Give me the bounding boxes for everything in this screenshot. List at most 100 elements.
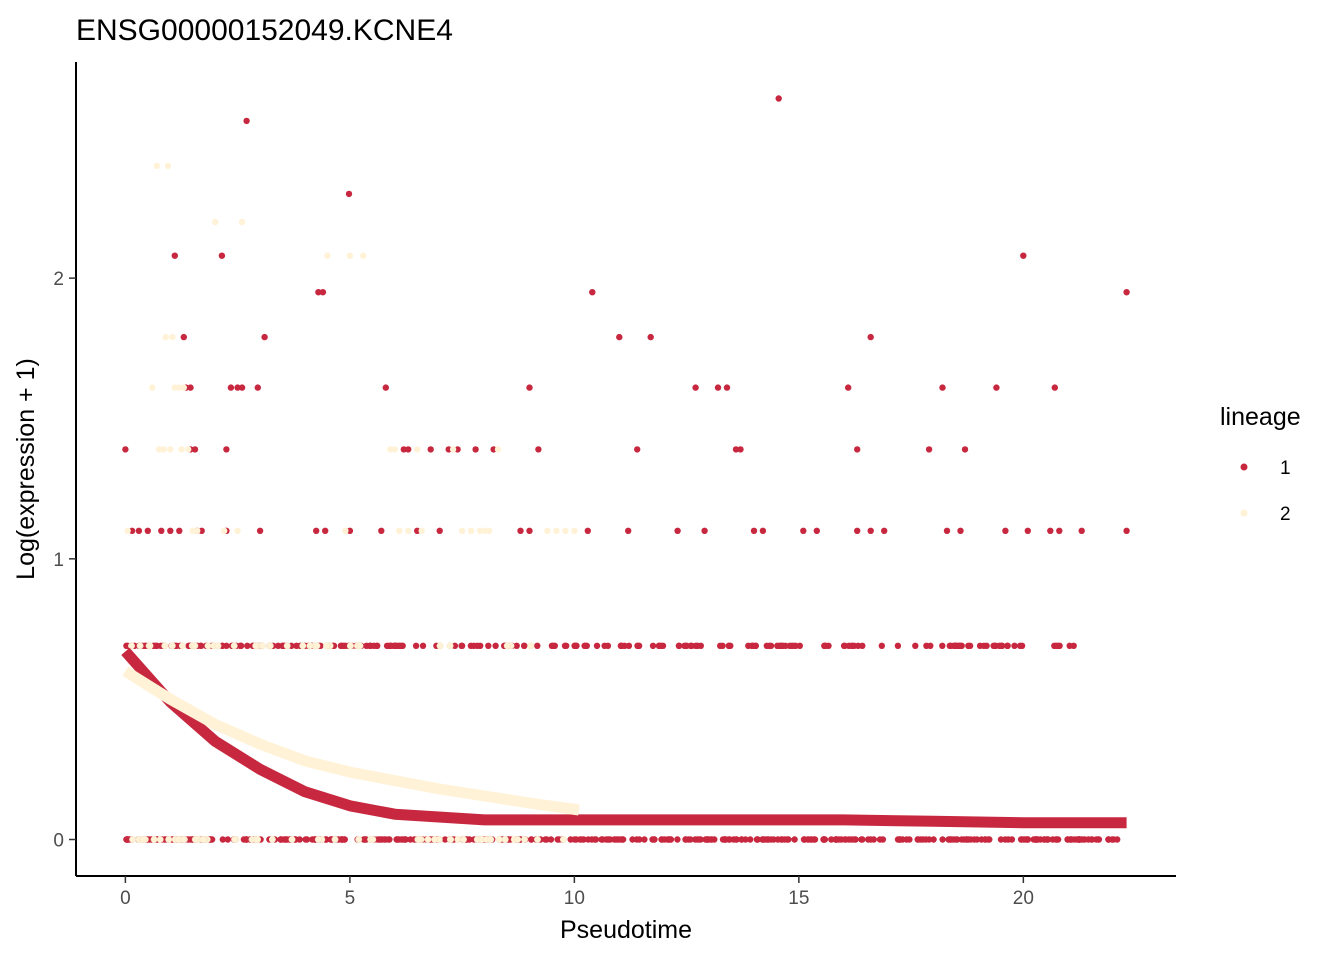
data-point bbox=[223, 446, 230, 453]
data-point bbox=[983, 642, 990, 649]
data-point bbox=[1051, 384, 1059, 391]
data-point bbox=[219, 836, 226, 843]
data-point bbox=[254, 384, 261, 391]
data-point bbox=[906, 836, 913, 843]
data-point bbox=[573, 836, 580, 843]
data-point bbox=[722, 836, 729, 843]
data-point bbox=[727, 642, 734, 649]
data-point bbox=[176, 527, 183, 534]
data-point bbox=[169, 333, 176, 341]
data-point bbox=[867, 333, 874, 341]
data-point bbox=[319, 289, 327, 296]
data-point bbox=[306, 642, 314, 650]
y-tick-label: 1 bbox=[53, 550, 64, 571]
data-point bbox=[419, 642, 427, 649]
data-point bbox=[234, 527, 241, 534]
legend-key-1 bbox=[1240, 463, 1248, 471]
legend-label-2: 2 bbox=[1280, 504, 1291, 525]
data-point bbox=[584, 527, 591, 534]
data-point bbox=[191, 836, 199, 843]
data-point bbox=[513, 642, 520, 649]
data-point bbox=[828, 836, 835, 843]
data-point bbox=[155, 446, 163, 453]
data-point bbox=[231, 836, 239, 843]
data-point bbox=[467, 527, 475, 534]
data-point bbox=[405, 527, 412, 534]
data-point bbox=[176, 384, 183, 391]
data-point bbox=[331, 836, 339, 843]
data-point bbox=[158, 527, 165, 534]
data-point bbox=[199, 836, 207, 843]
data-point bbox=[896, 836, 904, 843]
y-tick-label: 2 bbox=[53, 269, 64, 290]
data-point bbox=[314, 836, 322, 843]
data-point bbox=[369, 836, 377, 843]
data-point bbox=[171, 384, 178, 391]
data-point bbox=[256, 527, 264, 534]
data-point bbox=[535, 446, 542, 453]
data-point bbox=[414, 446, 421, 453]
data-point bbox=[346, 527, 354, 534]
data-point bbox=[991, 642, 998, 649]
data-point bbox=[238, 384, 246, 391]
data-point bbox=[692, 642, 699, 649]
data-point bbox=[963, 836, 970, 843]
data-point bbox=[1008, 836, 1016, 843]
data-point bbox=[128, 527, 136, 534]
data-point bbox=[585, 836, 592, 843]
data-point bbox=[393, 836, 400, 843]
data-point bbox=[218, 252, 226, 259]
data-point bbox=[460, 836, 467, 843]
data-point bbox=[527, 642, 535, 650]
data-point bbox=[598, 836, 605, 843]
y-axis-title: Log(expression + 1) bbox=[12, 358, 40, 580]
data-point bbox=[490, 446, 497, 453]
data-point bbox=[180, 384, 187, 391]
data-point bbox=[593, 642, 601, 649]
x-tick-label: 0 bbox=[120, 888, 131, 909]
data-point bbox=[583, 642, 590, 649]
data-point bbox=[266, 642, 274, 650]
data-point bbox=[414, 527, 421, 534]
data-point bbox=[1068, 836, 1075, 843]
data-point bbox=[160, 446, 167, 453]
data-point bbox=[845, 642, 853, 649]
data-point bbox=[966, 642, 974, 649]
data-point bbox=[427, 446, 434, 453]
data-point bbox=[238, 218, 246, 226]
data-point bbox=[164, 162, 172, 170]
data-point bbox=[914, 836, 921, 843]
data-point bbox=[766, 642, 773, 649]
data-point bbox=[165, 836, 173, 843]
data-point bbox=[1011, 642, 1018, 649]
data-point bbox=[1079, 836, 1087, 843]
data-point bbox=[867, 527, 874, 534]
data-point bbox=[139, 836, 147, 843]
data-point bbox=[833, 836, 840, 843]
data-point bbox=[187, 384, 194, 391]
data-point bbox=[436, 527, 443, 534]
data-point bbox=[472, 446, 479, 453]
smooth-layer bbox=[121, 647, 1127, 829]
data-point bbox=[474, 642, 481, 649]
data-point bbox=[296, 836, 303, 843]
data-point bbox=[747, 836, 754, 843]
data-point bbox=[854, 642, 862, 649]
data-point bbox=[591, 836, 598, 843]
data-point bbox=[487, 836, 495, 843]
data-point bbox=[854, 527, 861, 534]
data-point bbox=[261, 333, 268, 341]
x-tick-label: 15 bbox=[788, 888, 809, 909]
data-point bbox=[1078, 527, 1085, 534]
data-point bbox=[723, 384, 731, 391]
data-point bbox=[322, 527, 329, 534]
data-point bbox=[641, 836, 648, 843]
data-point bbox=[658, 836, 665, 843]
data-point bbox=[561, 642, 569, 649]
data-point bbox=[449, 446, 457, 453]
data-point bbox=[1054, 836, 1062, 843]
data-point bbox=[881, 527, 888, 534]
data-point bbox=[939, 642, 946, 649]
data-point bbox=[589, 289, 596, 296]
data-point bbox=[180, 333, 187, 341]
